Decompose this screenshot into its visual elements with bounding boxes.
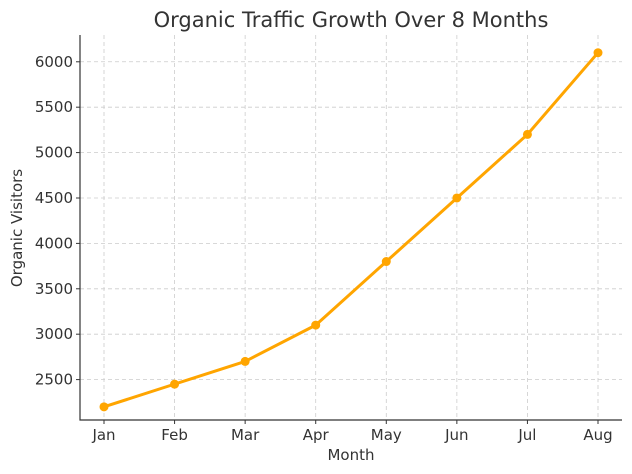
data-point-jan — [99, 402, 109, 412]
data-point-apr — [311, 320, 321, 330]
y-tick-label: 4500 — [35, 189, 73, 207]
y-tick-label: 5500 — [35, 98, 73, 116]
x-tick-label: Jul — [517, 426, 536, 444]
series-line — [103, 51, 600, 409]
x-tick-label: May — [371, 426, 402, 444]
x-tick-label: Jan — [91, 426, 115, 444]
data-point-jul — [522, 129, 532, 139]
x-axis-label: Month — [327, 446, 374, 464]
data-point-aug — [593, 48, 603, 58]
data-point-may — [381, 257, 391, 267]
y-tick-label: 6000 — [35, 53, 73, 71]
y-tick-label: 5000 — [35, 144, 73, 162]
data-markers — [99, 48, 603, 412]
y-tick-label: 3000 — [35, 325, 73, 343]
y-tick-label: 2500 — [35, 371, 73, 389]
chart-title: Organic Traffic Growth Over 8 Months — [154, 8, 549, 32]
y-axis-ticks: 2500 3000 3500 4000 4500 5000 5500 6000 — [35, 53, 80, 389]
x-tick-label: Jun — [444, 426, 468, 444]
data-point-mar — [240, 356, 250, 366]
data-point-feb — [170, 379, 180, 389]
x-tick-label: Aug — [583, 426, 612, 444]
x-tick-label: Mar — [231, 426, 260, 444]
y-tick-label: 4000 — [35, 234, 73, 252]
data-point-jun — [452, 193, 462, 203]
x-tick-label: Apr — [303, 426, 330, 444]
x-axis-ticks: Jan Feb Mar Apr May Jun Jul Aug — [91, 420, 613, 444]
x-tick-label: Feb — [161, 426, 188, 444]
y-tick-label: 3500 — [35, 280, 73, 298]
y-axis-label: Organic Visitors — [8, 169, 26, 287]
grid-lines — [80, 35, 622, 420]
axes-frame — [79, 35, 622, 421]
